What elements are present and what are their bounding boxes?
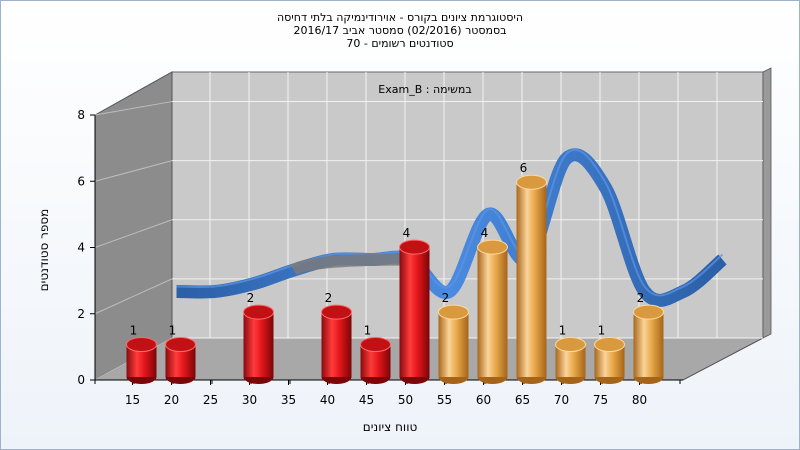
gridline-side [94,101,173,116]
bar-65: 6 [516,161,547,384]
x-tick-label: 30 [242,393,257,407]
bar-60: 4 [477,226,508,384]
y-axis-title: מספר סטודנטים [37,209,51,292]
bar-body [438,312,469,377]
y-tick-label: 4 [77,241,85,255]
bar-value-label: 1 [364,324,372,338]
bar-top [438,304,469,320]
y-tick-label: 8 [77,108,85,122]
bar-20: 1 [165,324,196,384]
bar-top [126,337,157,353]
bar-body [321,312,352,377]
x-tick-label: 25 [203,393,218,407]
gridline-side [94,278,173,315]
bar-top [633,304,664,320]
bar-top [360,337,391,353]
bar-value-label: 1 [559,324,567,338]
x-tick-label: 45 [359,393,374,407]
bar-value-label: 2 [637,291,645,305]
x-tick-label: 20 [164,393,179,407]
bar-top [516,174,547,190]
bar-value-label: 4 [403,226,411,240]
chart-right-edge [762,67,772,339]
y-tick-label: 0 [77,373,85,387]
trend-ribbon-flat [290,253,411,276]
bar-value-label: 2 [247,291,255,305]
gridline-side [94,160,173,182]
bar-40: 2 [321,291,352,384]
bar-50: 4 [399,226,430,384]
bar-45: 1 [360,324,391,384]
bar-top [477,239,508,255]
x-tick-label: 35 [281,393,296,407]
bar-value-label: 2 [442,291,450,305]
y-tick-label: 6 [77,174,85,188]
x-tick-label: 75 [593,393,608,407]
bar-70: 1 [555,324,586,384]
x-tick-label: 70 [554,393,569,407]
bar-top [321,304,352,320]
bar-top [555,337,586,353]
bar-value-label: 6 [520,161,528,175]
bar-15: 1 [126,324,157,384]
y-tick-label: 2 [77,307,85,321]
plot-annotation: במשימה : Exam_B [378,83,471,96]
x-tick-label: 55 [437,393,452,407]
bar-body [243,312,274,377]
bar-body [477,247,508,377]
x-tick-label: 15 [125,393,140,407]
bar-value-label: 1 [130,324,138,338]
gridline-side [94,219,173,248]
bar-value-label: 2 [325,291,333,305]
trend-ribbon [176,148,727,307]
bar-30: 2 [243,291,274,384]
bar-55: 2 [438,291,469,384]
bar-value-label: 1 [169,324,177,338]
bar-body [399,247,430,377]
x-tick-label: 40 [320,393,335,407]
bar-body [633,312,664,377]
x-tick-label: 65 [515,393,530,407]
x-axis-title: טווח ציונים [363,420,418,434]
x-tick-label: 50 [398,393,413,407]
bar-75: 1 [594,324,625,384]
x-tick-label: 60 [476,393,491,407]
bar-value-label: 4 [481,226,489,240]
x-tick-label: 80 [632,393,647,407]
trend-ribbon-highlight [176,148,724,297]
bar-80: 2 [633,291,664,384]
bar-value-label: 1 [598,324,606,338]
bar-body [516,182,547,377]
bar-top [399,239,430,255]
bar-top [594,337,625,353]
chart-title: היסטוגרמת ציונים בקורס - אוירודינמיקה בל… [276,11,524,24]
bar-top [165,337,196,353]
chart-subtitle-semester: בסמסטר (02/2016) סמסטר אביב 2016/17 [293,24,507,37]
bar-top [243,304,274,320]
chart-subtitle-enrolled: סטודנטים רשומים - 70 [346,37,454,50]
